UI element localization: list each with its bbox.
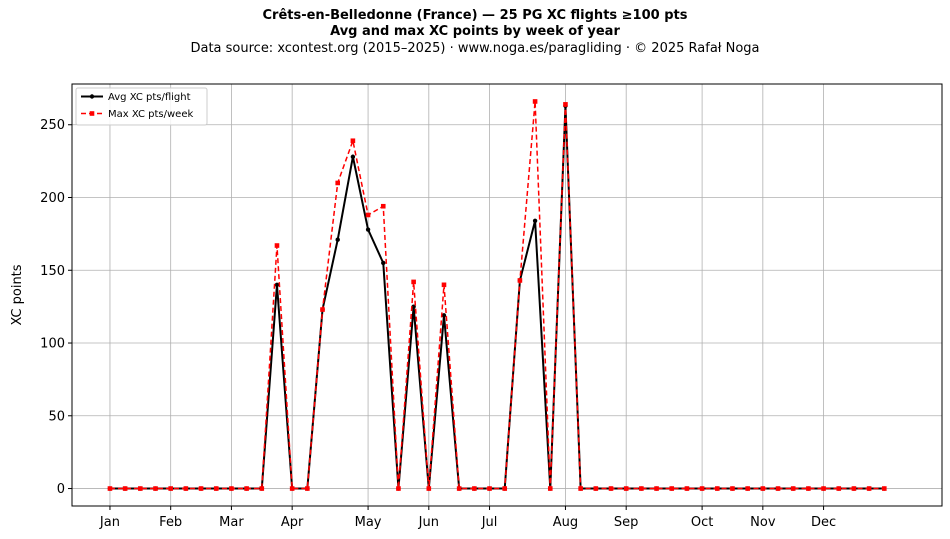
- data-point-1: [274, 282, 280, 288]
- y-tick-label: 150: [40, 264, 65, 279]
- data-point-2: [259, 486, 265, 491]
- data-point-2: [380, 203, 386, 209]
- data-point-1: [335, 237, 340, 242]
- data-point-2: [183, 486, 189, 491]
- data-point-2: [578, 486, 583, 491]
- data-point-2: [305, 486, 310, 491]
- data-point-2: [274, 243, 280, 248]
- data-point-2: [502, 486, 508, 491]
- x-tick-label: Aug: [553, 515, 578, 530]
- data-point-2: [168, 486, 173, 491]
- x-tick-label: Apr: [281, 515, 304, 530]
- data-point-2: [456, 486, 462, 491]
- data-point-2: [714, 486, 720, 491]
- x-tick-label: Jul: [481, 515, 498, 530]
- data-point-2: [745, 486, 750, 491]
- series-line-2: [109, 100, 885, 490]
- data-point-1: [381, 260, 386, 266]
- x-tick-label: Feb: [159, 515, 182, 530]
- data-point-2: [396, 486, 401, 491]
- data-point-2: [760, 486, 766, 491]
- data-point-2: [122, 486, 128, 491]
- y-tick-label: 250: [40, 118, 65, 133]
- legend: Avg XC pts/flight Max XC pts/week: [75, 87, 208, 126]
- data-point-2: [107, 486, 113, 491]
- grid-lines: [72, 84, 942, 506]
- data-point-2: [608, 486, 614, 491]
- data-point-2: [593, 486, 599, 491]
- data-point-2: [684, 486, 690, 491]
- data-point-2: [350, 138, 356, 144]
- data-point-2: [669, 486, 675, 491]
- y-axis-label: XC points: [10, 264, 25, 325]
- data-point-2: [244, 486, 249, 491]
- axes-layer: 0 50 100 150 200 250 Jan Feb Mar Apr May Jun Jul Aug S…: [40, 118, 836, 530]
- data-point-1: [441, 313, 447, 318]
- chart-title: Crêts-en-Belledonne (France) — 25 PG XC …: [262, 8, 688, 23]
- data-point-2: [320, 307, 325, 312]
- data-point-2: [699, 486, 705, 491]
- data-point-2: [426, 486, 432, 491]
- data-point-1: [365, 227, 371, 232]
- data-point-2: [775, 486, 781, 491]
- data-point-2: [517, 278, 523, 283]
- x-tick-label: Oct: [691, 515, 713, 530]
- data-point-2: [821, 486, 826, 491]
- data-point-2: [806, 486, 811, 491]
- data-point-2: [153, 486, 158, 491]
- data-point-1: [532, 218, 538, 223]
- x-tick-label: May: [355, 515, 382, 530]
- data-point-2: [851, 486, 857, 491]
- data-point-2: [547, 486, 553, 491]
- series-line-1: [109, 104, 885, 490]
- data-point-2: [441, 282, 447, 288]
- data-point-1: [350, 154, 356, 159]
- x-tick-label: Nov: [750, 515, 776, 530]
- chart-subtitle: Avg and max XC points by week of year: [330, 24, 620, 39]
- x-tick-label: Sep: [614, 515, 639, 530]
- x-tick-label: Dec: [811, 515, 836, 530]
- data-point-2: [198, 486, 204, 491]
- data-point-2: [487, 486, 492, 491]
- y-tick-label: 0: [57, 482, 65, 497]
- plot-frame: [71, 83, 943, 507]
- data-point-2: [623, 486, 629, 491]
- data-point-2: [229, 486, 234, 491]
- data-point-2: [790, 486, 796, 491]
- legend-marker-2: [89, 111, 95, 116]
- data-point-2: [532, 99, 538, 104]
- data-point-2: [289, 486, 295, 491]
- x-tick-label: Mar: [219, 515, 244, 530]
- data-point-2: [472, 486, 477, 491]
- data-point-2: [213, 486, 219, 491]
- data-point-2: [411, 279, 416, 285]
- data-point-2: [730, 486, 735, 491]
- data-point-2: [563, 102, 568, 107]
- y-tick-label: 100: [40, 337, 65, 352]
- x-tick-label: Jan: [99, 515, 120, 530]
- legend-label-1: Avg XC pts/flight: [108, 92, 191, 103]
- data-point-2: [882, 486, 887, 491]
- data-point-2: [138, 486, 143, 491]
- data-point-2: [866, 486, 872, 491]
- y-tick-label: 50: [48, 409, 65, 424]
- data-point-2: [639, 486, 644, 491]
- y-tick-label: 200: [40, 191, 65, 206]
- x-tick-label: Jun: [418, 515, 439, 530]
- data-point-2: [836, 486, 842, 491]
- data-point-2: [365, 212, 371, 218]
- legend-marker-1: [89, 94, 95, 99]
- legend-label-2: Max XC pts/week: [108, 109, 193, 120]
- data-point-2: [654, 486, 659, 491]
- chart-source: Data source: xcontest.org (2015–2025) · …: [190, 41, 760, 56]
- legend-box: [75, 87, 208, 126]
- series-layer: [107, 99, 887, 491]
- data-point-2: [335, 180, 341, 186]
